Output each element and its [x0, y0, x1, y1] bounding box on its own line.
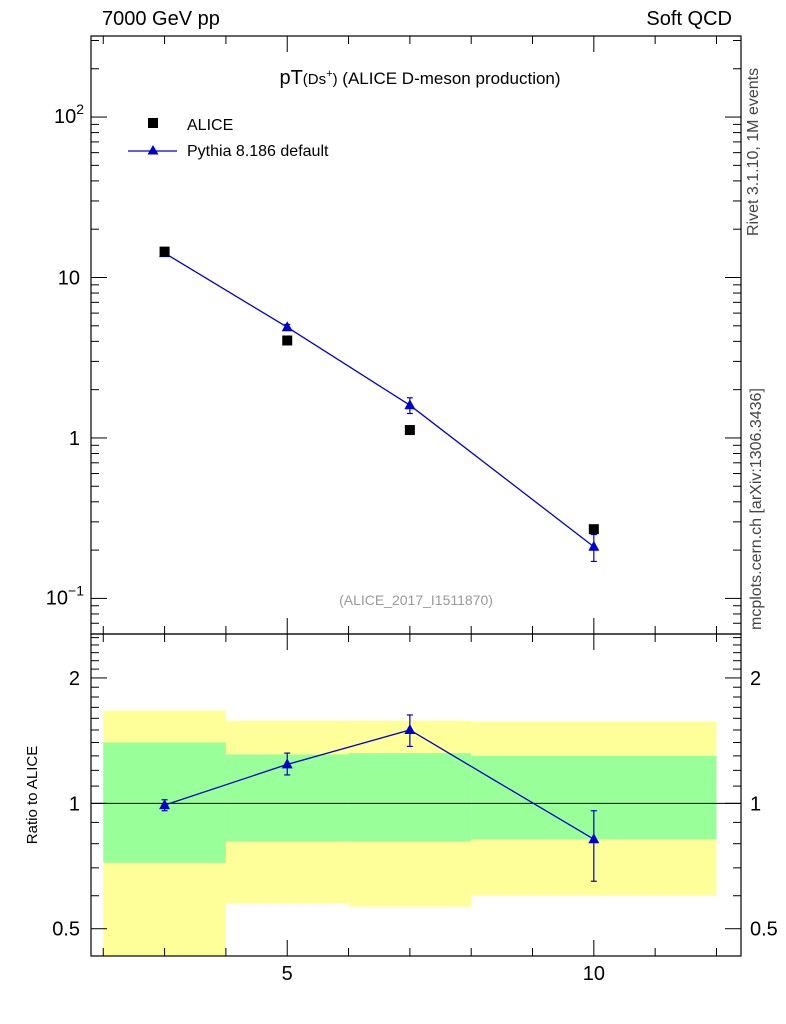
- analysis-label: (ALICE_2017_I1511870): [339, 592, 493, 608]
- main-ytick-label: 10: [58, 268, 80, 290]
- alice-point: [282, 335, 293, 346]
- ratio-point: [404, 723, 416, 734]
- ratio-point: [281, 758, 293, 769]
- alice-point: [159, 246, 170, 257]
- ratio-line: [164, 729, 595, 840]
- ratio-ytick-label-right: 2: [750, 668, 761, 690]
- ratio-ytick-label-right: 0.5: [750, 919, 778, 941]
- main-plot-series: [159, 246, 600, 563]
- ratio-plot-series: [159, 714, 600, 882]
- ratio-point: [159, 799, 171, 810]
- ratio-point: [588, 833, 600, 844]
- energy-label: 7000 GeV pp: [102, 8, 220, 30]
- ratio-xtick-label: 5: [282, 963, 293, 985]
- pythia-line: [164, 252, 595, 548]
- ratio-plot-ticks: 2 2 1 1 0.5 0.5 5 10: [52, 634, 778, 985]
- band-inner-2: [348, 753, 472, 842]
- plot-frames: [90, 35, 742, 957]
- ratio-ylabel: Ratio to ALICE: [24, 746, 41, 844]
- legend-marker-pythia: [147, 145, 159, 155]
- legend-label-alice: ALICE: [187, 117, 233, 134]
- ratio-ytick-label-left: 0.5: [52, 919, 80, 941]
- ratio-bands: [91, 710, 741, 956]
- ratio-ytick-label-right: 1: [750, 793, 761, 815]
- alice-point: [588, 524, 599, 535]
- legend: ALICE Pythia 8.186 default: [128, 117, 329, 160]
- title-main: pT: [279, 67, 302, 89]
- pythia-point: [404, 399, 416, 410]
- title-particle: (Ds: [303, 71, 326, 88]
- ratio-plot-frame: [90, 633, 742, 957]
- main-ytick-label: 10−1: [46, 582, 84, 609]
- ratio-ytick-label-left: 2: [69, 668, 80, 690]
- alice-point: [404, 425, 415, 436]
- title-sup: +: [326, 68, 332, 80]
- pythia-point: [281, 321, 293, 332]
- process-label: Soft QCD: [646, 8, 732, 30]
- plot-title: pT(Ds+) (ALICE D-meson production): [279, 67, 560, 89]
- legend-label-pythia: Pythia 8.186 default: [187, 143, 329, 160]
- title-close: ): [333, 71, 338, 88]
- main-plot-ticks: 102 10 1 10−1: [46, 36, 741, 635]
- ratio-ytick-label-left: 1: [69, 793, 80, 815]
- title-rest: (ALICE D-meson production): [338, 69, 561, 88]
- legend-marker-alice: [148, 118, 158, 128]
- ratio-xtick-label: 10: [583, 963, 605, 985]
- main-ytick-label: 1: [69, 428, 80, 450]
- main-ytick-label: 102: [54, 101, 84, 128]
- pythia-point: [588, 540, 600, 551]
